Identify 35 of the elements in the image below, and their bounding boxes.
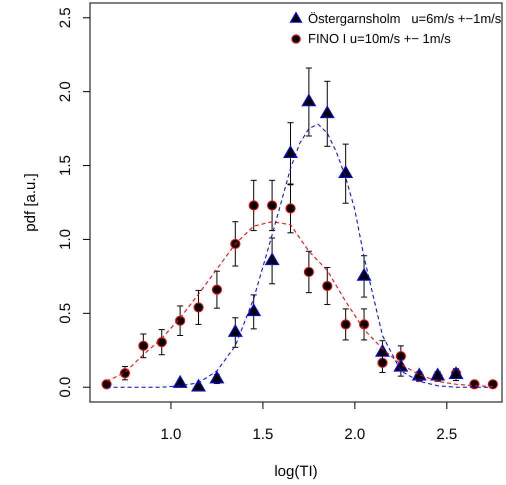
x-axis-title: log(TI)	[274, 463, 318, 480]
y-axis-title: pdf [a.u.]	[22, 173, 39, 232]
y-tick-label: 1.5	[57, 155, 74, 176]
point	[283, 146, 298, 158]
y-tick-label: 0.0	[57, 376, 74, 398]
point	[320, 106, 334, 118]
point	[193, 302, 204, 312]
point	[265, 252, 280, 266]
x-tick-label: 1.0	[160, 426, 182, 443]
point	[138, 340, 148, 351]
point	[488, 379, 498, 390]
y-tick-label: 2.5	[57, 7, 74, 28]
legend-label: FINO I u=10m/s +− 1m/s	[308, 31, 452, 46]
point	[322, 280, 332, 292]
point	[304, 266, 314, 277]
point	[340, 319, 351, 330]
point	[267, 200, 278, 210]
point	[359, 319, 370, 330]
x-tick-label: 1.5	[252, 426, 274, 443]
point	[212, 284, 222, 295]
x-tick-label: 2.0	[344, 426, 366, 443]
point	[338, 166, 353, 178]
point	[246, 304, 261, 316]
point	[175, 316, 186, 326]
point	[230, 238, 240, 249]
x-tick-label: 2.5	[436, 426, 458, 443]
point	[248, 200, 259, 210]
legend-label: Östergarnsholm u=6m/s +−1m/s	[308, 11, 502, 26]
y-tick-label: 1.0	[57, 229, 74, 250]
y-tick-label: 2.0	[57, 81, 74, 102]
point	[356, 268, 372, 281]
point	[156, 337, 167, 348]
point	[302, 94, 316, 106]
y-tick-label: 0.5	[57, 302, 74, 324]
point	[285, 203, 296, 214]
